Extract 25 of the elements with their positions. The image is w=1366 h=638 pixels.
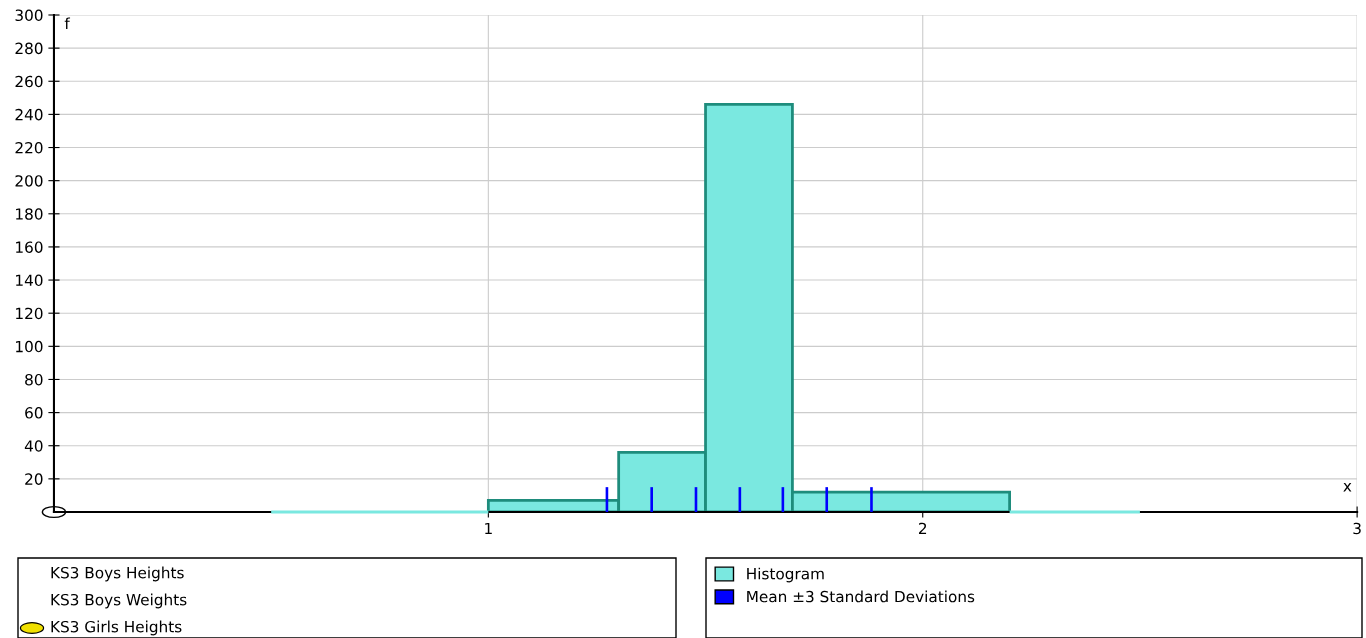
y-tick-label: 180	[16, 208, 43, 220]
text: KS3 Girls Heights	[51, 620, 182, 636]
y-tick-label: 100	[16, 340, 43, 353]
text: KS3 Boys Heights	[51, 566, 184, 582]
y-tick-label: 240	[15, 108, 43, 121]
y-tick-label: 220	[15, 141, 43, 154]
x-tick-label: 1	[485, 522, 492, 535]
y-tick-label: 120	[16, 307, 43, 320]
y-tick-label: 280	[15, 42, 43, 55]
y-tick-label: 300	[15, 9, 43, 22]
x-tick-label: 2	[918, 522, 927, 535]
y-axis-title: f	[64, 17, 71, 30]
x-axis-title: x	[1343, 483, 1352, 492]
legend-label: Mean ±3 Standard Deviations	[747, 590, 975, 603]
legend-label: Histogram	[747, 567, 824, 583]
y-tick-label: 160	[16, 241, 43, 253]
y-tick-label: 20	[25, 473, 43, 485]
y-tick-label: 60	[25, 407, 43, 419]
y-tick-label: 260	[15, 75, 43, 88]
y-tick-label: 40	[24, 440, 43, 452]
text: KS3 Boys Weights	[51, 593, 187, 609]
y-tick-label: 140	[16, 274, 43, 287]
y-tick-label: 80	[25, 373, 43, 386]
x-tick-label: 3	[1353, 522, 1361, 535]
y-tick-label: 200	[15, 175, 43, 187]
